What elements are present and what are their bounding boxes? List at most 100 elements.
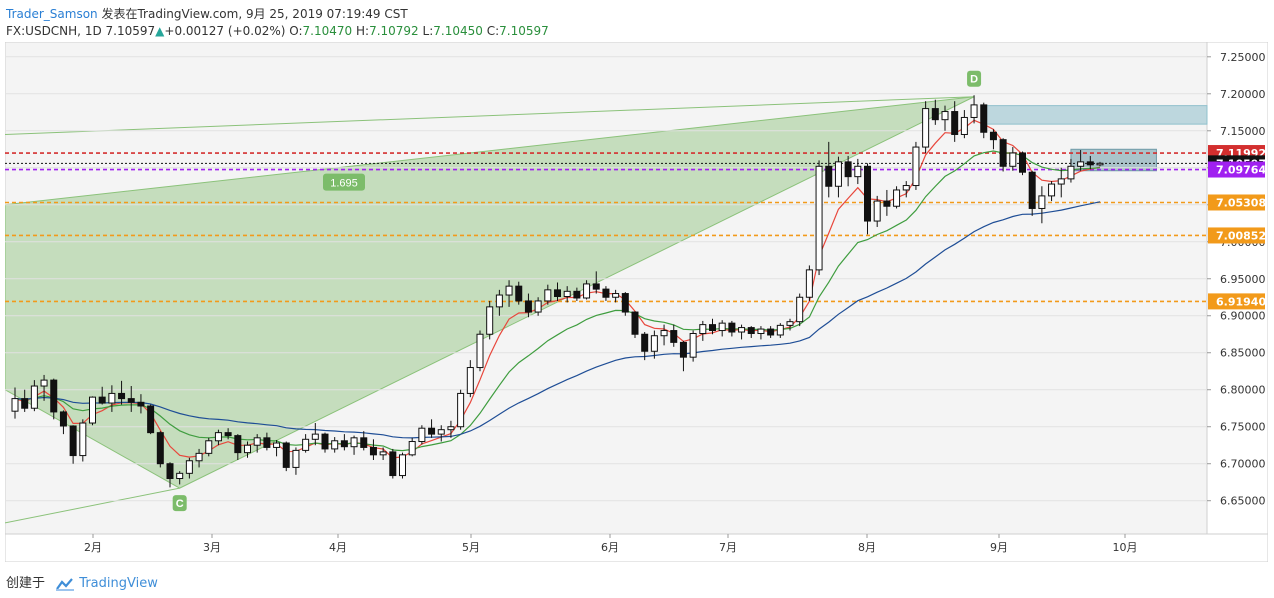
candle-body-46	[457, 392, 465, 428]
candle-102	[999, 138, 1007, 172]
candle-body-60	[592, 283, 600, 290]
candle-body-63	[621, 293, 629, 313]
candle-body-6	[69, 425, 77, 457]
candle-84	[825, 141, 833, 198]
candle-body-19	[195, 452, 203, 462]
candle-66	[650, 330, 658, 359]
candle-111	[1086, 155, 1094, 170]
tradingview-cloud-icon	[56, 577, 75, 591]
candle-78	[767, 326, 775, 338]
candle-body-43	[428, 427, 436, 435]
ratio-badge	[323, 173, 365, 191]
candle-49	[486, 300, 494, 340]
pattern-point-badge-0	[172, 495, 187, 512]
y-tick-label-8: 6.85000	[1220, 347, 1266, 360]
candle-16	[166, 462, 174, 488]
candle-22	[224, 428, 232, 440]
candle-body-26	[263, 437, 271, 448]
author-link[interactable]: Trader_Samson	[6, 7, 98, 21]
candle-0	[11, 387, 19, 419]
open-value: 7.10470	[302, 24, 353, 38]
candle-body-36	[360, 437, 368, 448]
candle-body-97	[951, 111, 959, 135]
price-tag-3	[1208, 194, 1265, 211]
candle-body-30	[302, 438, 310, 451]
y-tick-label-10: 6.75000	[1220, 421, 1266, 434]
candle-34	[340, 434, 348, 451]
candle-25	[253, 434, 261, 453]
candle-body-69	[679, 341, 687, 358]
candle-21	[214, 429, 222, 446]
open-label: O:	[289, 24, 303, 38]
brand-name: TradingView	[79, 576, 158, 591]
price-tag-label-5: 6.91940	[1216, 295, 1266, 308]
candle-62	[612, 289, 620, 303]
candle-body-11	[118, 392, 126, 400]
candle-58	[573, 287, 581, 301]
candle-body-16	[166, 463, 174, 480]
candle-body-15	[156, 432, 164, 465]
candle-body-50	[495, 294, 503, 308]
pattern-point-badge-1	[967, 70, 982, 87]
high-label: H:	[355, 24, 370, 38]
candle-72	[708, 318, 717, 335]
candle-body-37	[369, 446, 377, 456]
candle-body-59	[583, 283, 591, 299]
candle-41	[408, 437, 416, 457]
candle-100	[980, 102, 988, 139]
price-tag-4	[1208, 227, 1265, 244]
candle-107	[1048, 181, 1056, 202]
candle-body-102	[999, 139, 1007, 167]
candle-body-99	[970, 104, 978, 118]
candlestick-chart[interactable]: CD1.6957.250007.200007.150007.100007.050…	[4, 41, 1269, 563]
footer: 创建于 TradingView	[6, 572, 158, 591]
candle-body-4	[50, 379, 58, 413]
candle-body-70	[689, 333, 697, 358]
candle-body-8	[88, 396, 97, 424]
chart-area[interactable]: CD1.6957.250007.200007.150007.100007.050…	[4, 41, 1269, 563]
candle-60	[592, 271, 600, 294]
candle-98	[960, 110, 968, 139]
candle-body-32	[321, 433, 329, 450]
candle-110	[1077, 150, 1085, 171]
candle-body-42	[418, 427, 426, 443]
candle-4	[50, 378, 58, 420]
candle-17	[176, 471, 184, 485]
candle-8	[88, 396, 97, 426]
candle-body-51	[505, 285, 513, 296]
candle-body-85	[834, 161, 842, 187]
candle-body-87	[854, 165, 862, 178]
candle-body-107	[1048, 183, 1056, 197]
tradingview-logo[interactable]: TradingView	[55, 576, 158, 591]
price-tag-5	[1208, 293, 1265, 310]
candle-body-44	[437, 429, 445, 435]
candle-104	[1018, 151, 1027, 176]
candle-body-47	[466, 367, 474, 394]
candle-body-100	[980, 104, 988, 133]
candle-body-39	[389, 451, 397, 477]
candle-body-48	[476, 333, 484, 369]
candle-65	[641, 332, 649, 361]
candle-86	[844, 155, 852, 187]
candle-79	[776, 323, 784, 338]
x-tick-label-2: 4月	[329, 541, 347, 554]
x-tick-label-8: 10月	[1113, 541, 1138, 554]
candle-body-28	[282, 442, 290, 468]
candle-109	[1067, 158, 1075, 183]
y-tick-label-7: 6.90000	[1220, 310, 1266, 323]
low-label: L:	[422, 24, 434, 38]
candle-body-94	[922, 108, 930, 148]
candle-body-52	[515, 285, 523, 302]
candle-body-29	[292, 449, 300, 468]
candle-body-77	[757, 328, 765, 335]
candle-87	[854, 158, 862, 185]
candle-105	[1028, 170, 1036, 216]
candle-body-110	[1077, 161, 1085, 167]
candle-body-84	[825, 165, 833, 187]
symbol-label: FX:USDCNH, 1D	[6, 24, 102, 38]
candle-body-17	[176, 472, 184, 480]
candle-85	[834, 156, 842, 198]
candle-18	[185, 457, 193, 479]
candle-33	[331, 437, 339, 453]
candle-73	[718, 320, 726, 337]
